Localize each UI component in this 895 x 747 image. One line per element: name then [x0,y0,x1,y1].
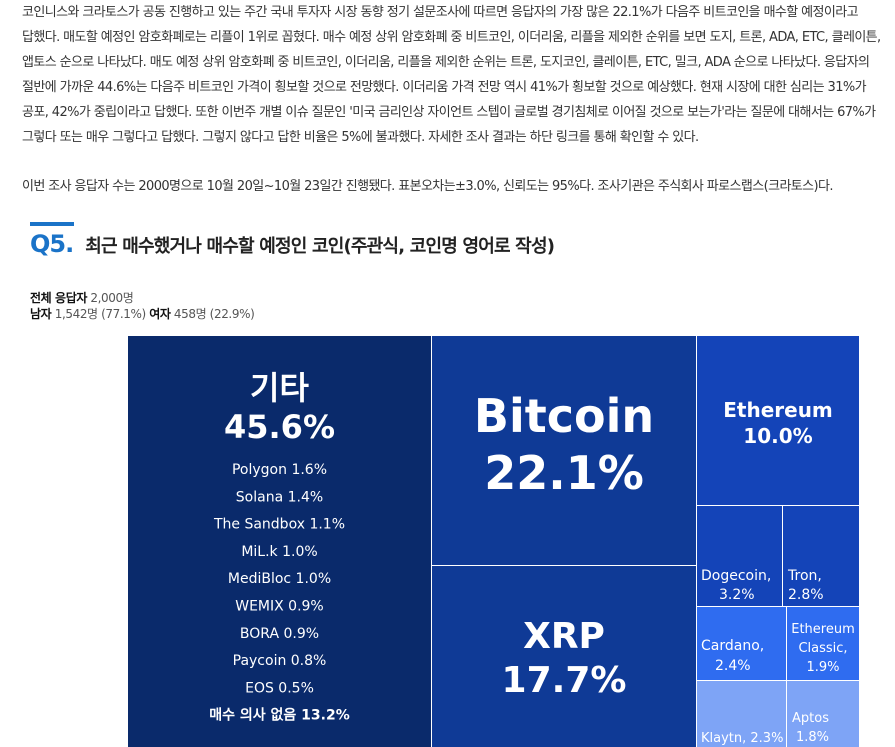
treemap-label-ethereum: Ethereum [723,398,833,422]
treemap-value-ethereum: 10.0% [743,424,812,448]
treemap-cell-dogecoin [697,506,782,606]
treemap-value-bitcoin: 22.1% [484,446,644,500]
treemap-value-tron: 2.8% [788,587,824,603]
treemap-sub-label-paycoin: Paycoin 0.8% [233,653,327,669]
article-paragraph-2: 이번 조사 응답자 수는 2000명으로 10월 20일~10월 23일간 진행… [22,179,833,194]
treemap-cell-기타 [128,336,431,747]
treemap-sub-label-매수-의사-없음: 매수 의사 없음 13.2% [209,707,349,724]
treemap-sub-label-eos: EOS 0.5% [245,680,314,696]
question-number: Q5. [30,230,74,258]
treemap-value-aptos: 1.8% [796,730,829,745]
treemap-cell-klaytn [697,681,786,747]
treemap-label-dogecoin: Dogecoin, [701,568,771,584]
treemap-cell-ethereum [697,336,859,505]
treemap-sub-label-polygon: Polygon 1.6% [232,462,327,478]
treemap-cell-ethereum-classic [787,607,859,680]
treemap-value-dogecoin: 3.2% [719,587,755,603]
respondent-gender: 남자 1,542명 (77.1%) 여자 458명 (22.9%) [30,306,255,322]
article-paragraph-1: 코인니스와 크라토스가 공동 진행하고 있는 주간 국내 투자자 시장 동향 정… [22,5,881,145]
treemap-label-klaytn: Klaytn, 2.3% [701,731,783,746]
treemap-label-ethereum-classic-line2: Classic, [798,641,847,656]
article-body: 코인니스와 크라토스가 공동 진행하고 있는 주간 국내 투자자 시장 동향 정… [22,0,882,199]
treemap-sub-label-bora: BORA 0.9% [240,626,319,642]
treemap-value-xrp: 17.7% [502,660,627,701]
treemap-cell-cardano [697,607,786,680]
question-accent-bar [30,222,74,226]
treemap-label-xrp: XRP [523,616,605,657]
question-title: 최근 매수했거나 매수할 예정인 코인(주관식, 코인명 영어로 작성) [85,236,555,257]
treemap-label-ethereum-classic-line1: Ethereum [791,622,855,637]
respondent-male-value: 1,542명 (77.1%) [54,307,146,321]
respondent-female-value: 458명 (22.9%) [173,307,255,321]
treemap-label-bitcoin: Bitcoin [474,389,654,443]
treemap-sub-label-wemix: WEMIX 0.9% [235,599,324,615]
treemap-cell-bitcoin [432,336,696,565]
respondent-total-value: 2,000명 [90,291,134,305]
treemap-sub-label-medibloc: MediBloc 1.0% [228,571,331,587]
question-header: Q5. 최근 매수했거나 매수할 예정인 코인(주관식, 코인명 영어로 작성) [30,222,890,258]
treemap-label-기타: 기타 [250,369,309,407]
treemap-label-aptos: Aptos [792,711,829,726]
treemap-cell-aptos [787,681,859,747]
respondent-summary: 전체 응답자 2,000명 남자 1,542명 (77.1%) 여자 458명 … [30,290,255,322]
treemap-cell-tron [783,506,859,606]
treemap-label-tron: Tron, [787,568,822,584]
respondent-total-label: 전체 응답자 [30,291,87,305]
treemap-label-cardano: Cardano, [701,638,764,654]
treemap-sub-label-the-sandbox: The Sandbox 1.1% [213,517,345,533]
treemap-sub-label-solana: Solana 1.4% [236,489,323,505]
respondent-male-label: 남자 [30,307,52,321]
treemap-value-기타: 45.6% [224,408,335,446]
treemap-cell-xrp [432,566,696,747]
treemap-value-cardano: 2.4% [715,658,751,674]
treemap-value-ethereum-classic: 1.9% [806,660,839,675]
respondent-female-label: 여자 [149,307,171,321]
treemap-sub-label-mil-k: MiL.k 1.0% [241,544,317,560]
respondent-total: 전체 응답자 2,000명 [30,290,254,306]
